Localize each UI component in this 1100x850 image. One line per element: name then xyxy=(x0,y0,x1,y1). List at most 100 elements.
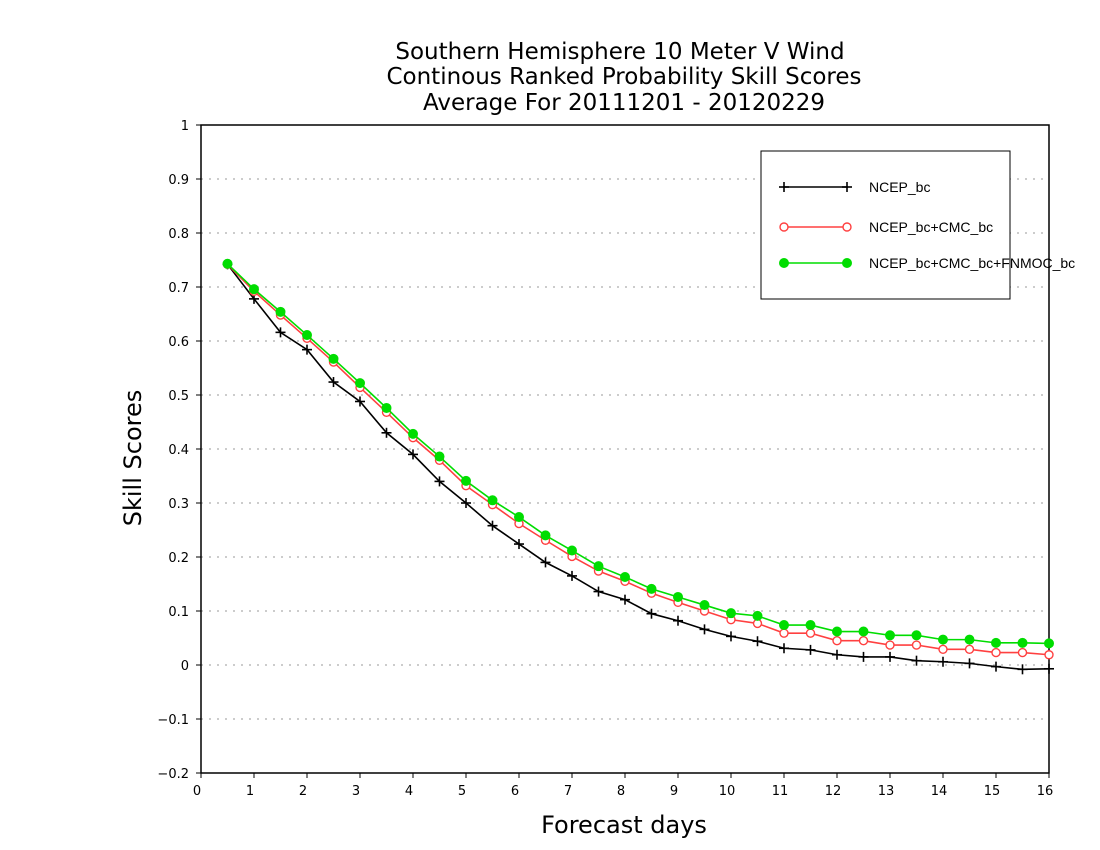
data-point xyxy=(355,378,365,389)
data-point xyxy=(1044,663,1054,674)
data-point xyxy=(779,620,789,631)
data-point xyxy=(381,402,392,413)
data-point xyxy=(938,656,948,667)
data-point xyxy=(567,545,577,556)
x-axis-label: Forecast days xyxy=(541,811,707,839)
title-line-3: Average For 20111201 - 20120229 xyxy=(423,90,825,116)
series-0 xyxy=(222,259,1054,675)
gridlines xyxy=(201,178,1049,720)
data-point xyxy=(434,476,445,487)
legend-marker xyxy=(779,258,789,268)
data-point xyxy=(885,630,895,641)
y-tick-label: 0.6 xyxy=(168,335,189,350)
data-point xyxy=(620,571,630,582)
data-point xyxy=(381,427,392,438)
data-point xyxy=(991,647,1001,658)
x-tick-label: 13 xyxy=(878,784,895,799)
data-point xyxy=(726,631,736,642)
data-point xyxy=(779,643,789,654)
data-point xyxy=(540,530,551,541)
x-tick-label: 15 xyxy=(984,784,1001,799)
data-point xyxy=(752,636,763,647)
data-point xyxy=(938,634,948,645)
y-tick-label: 0.5 xyxy=(168,389,189,404)
data-point xyxy=(275,327,286,338)
data-point xyxy=(302,330,312,341)
data-point xyxy=(752,610,763,621)
legend: NCEP_bc NCEP_bc+CMC_bc NCEP_bc+CMC_bc+FNMO… xyxy=(760,150,1075,300)
data-point xyxy=(461,498,471,508)
legend-label: NCEP_bc+CMC_bc+FNMOC_bc xyxy=(869,255,1075,271)
data-point xyxy=(673,591,683,602)
data-point xyxy=(567,570,577,581)
data-point xyxy=(514,512,524,523)
data-point xyxy=(779,628,789,638)
x-tick-label: 1 xyxy=(246,784,254,799)
legend-marker xyxy=(842,258,852,268)
data-point xyxy=(514,539,524,550)
data-point xyxy=(858,636,869,646)
data-point xyxy=(991,637,1001,648)
data-point xyxy=(938,644,948,655)
title-line-2: Continous Ranked Probability Skill Score… xyxy=(386,64,861,90)
data-point xyxy=(1017,647,1028,658)
data-point xyxy=(1044,638,1054,649)
data-point xyxy=(673,615,683,626)
data-point xyxy=(328,377,339,388)
data-point xyxy=(858,651,869,662)
data-point xyxy=(646,608,657,619)
y-tick-label: 0.7 xyxy=(168,281,189,296)
data-point xyxy=(964,644,975,655)
y-axis: −0.2 −0.1 0 0.1 0.2 0.3 0.4 0.5 0.6 0.7 0.8 0.9 1 xyxy=(157,119,201,782)
legend-label: NCEP_bc+CMC_bc xyxy=(869,219,993,235)
title-line-1: Southern Hemisphere 10 Meter V Wind xyxy=(395,39,844,65)
data-point xyxy=(302,344,312,355)
data-point xyxy=(540,557,551,568)
data-point xyxy=(832,626,842,637)
y-tick-label: −0.1 xyxy=(157,713,189,728)
y-tick-label: 0 xyxy=(181,659,189,674)
data-point xyxy=(832,636,842,646)
x-tick-label: 3 xyxy=(352,784,360,799)
data-point xyxy=(646,583,657,594)
y-tick-label: 1 xyxy=(181,119,189,134)
x-tick-label: 4 xyxy=(405,784,413,799)
series-line xyxy=(226,263,1050,656)
data-point xyxy=(832,649,842,660)
x-tick-label: 2 xyxy=(299,784,307,799)
chart-title: Southern Hemisphere 10 Meter V Wind Cont… xyxy=(386,39,861,116)
y-tick-label: 0.9 xyxy=(168,173,189,188)
legend-marker xyxy=(779,222,789,232)
y-tick-label: −0.2 xyxy=(157,767,189,782)
data-point xyxy=(699,624,710,635)
data-point xyxy=(858,626,869,637)
y-tick-label: 0.8 xyxy=(168,227,189,242)
data-point xyxy=(1017,664,1028,675)
legend-box xyxy=(760,150,1011,300)
data-point xyxy=(885,651,895,662)
data-point xyxy=(328,353,339,364)
legend-entry-0: NCEP_bc xyxy=(779,179,930,195)
series-layer xyxy=(222,258,1054,675)
data-point xyxy=(593,586,604,597)
x-tick-label: 5 xyxy=(458,784,466,799)
data-point xyxy=(487,495,498,506)
data-point xyxy=(699,600,710,611)
x-tick-label: 14 xyxy=(931,784,948,799)
y-axis-label: Skill Scores xyxy=(119,390,147,527)
data-point xyxy=(461,475,471,486)
series-1 xyxy=(222,259,1054,660)
data-point xyxy=(991,661,1001,672)
data-point xyxy=(805,644,816,655)
data-point xyxy=(408,428,418,439)
data-point xyxy=(964,658,975,669)
data-point xyxy=(805,620,816,631)
data-point xyxy=(911,655,922,666)
x-tick-label: 7 xyxy=(564,784,572,799)
series-2 xyxy=(222,258,1054,649)
data-point xyxy=(620,594,630,605)
y-tick-label: 0.2 xyxy=(168,551,189,566)
legend-entry-2: NCEP_bc+CMC_bc+FNMOC_bc xyxy=(779,255,1075,271)
data-point xyxy=(593,561,604,572)
